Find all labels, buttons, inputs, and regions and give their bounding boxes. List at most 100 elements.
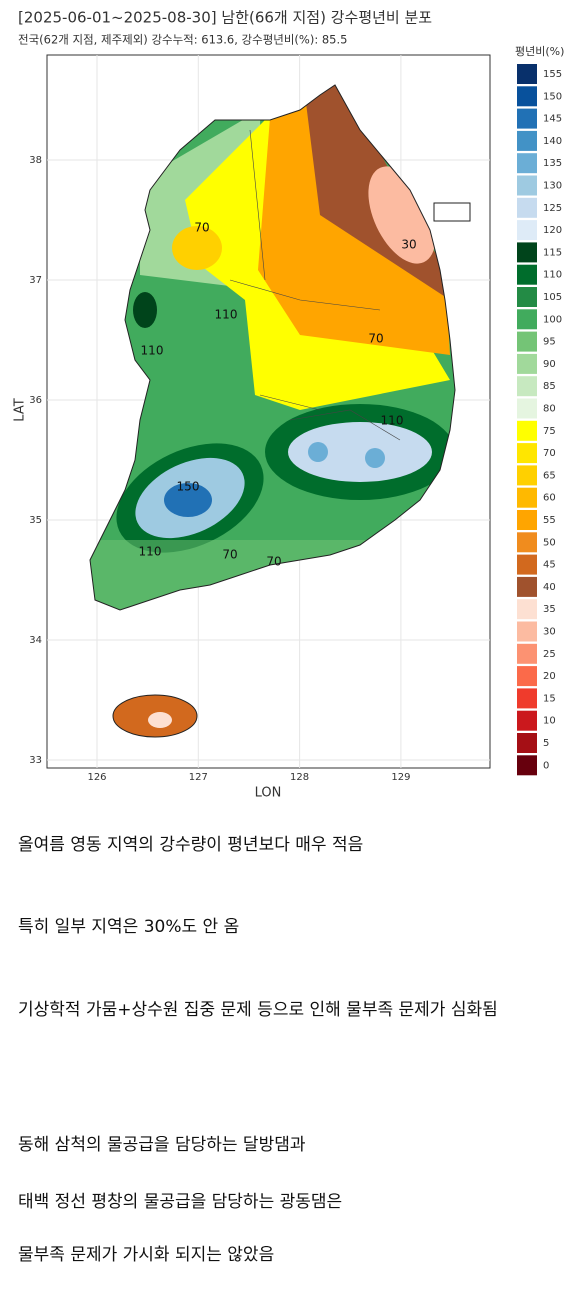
legend-swatch bbox=[517, 130, 537, 151]
legend-label: 145 bbox=[543, 114, 562, 125]
legend-swatch bbox=[517, 242, 537, 263]
x-tick-label: 126 bbox=[87, 772, 106, 783]
legend-label: 95 bbox=[543, 337, 556, 348]
legend-label: 15 bbox=[543, 693, 556, 704]
legend-swatch bbox=[517, 331, 537, 352]
y-tick-label: 35 bbox=[29, 515, 42, 526]
contour-label: 70 bbox=[368, 332, 383, 346]
legend-label: 60 bbox=[543, 493, 556, 504]
y-tick-label: 34 bbox=[29, 635, 42, 646]
contour-label: 30 bbox=[401, 238, 416, 252]
legend-swatch bbox=[517, 599, 537, 620]
legend-swatch bbox=[517, 576, 537, 597]
legend-label: 70 bbox=[543, 448, 556, 459]
post-paragraph: 물부족 문제가 가시화 되지는 않았음 bbox=[18, 1245, 275, 1265]
contour-label: 70 bbox=[266, 555, 281, 569]
legend-swatch bbox=[517, 398, 537, 419]
y-axis-label: LAT bbox=[13, 398, 28, 421]
legend-label: 45 bbox=[543, 560, 556, 571]
legend-label: 110 bbox=[543, 270, 562, 281]
legend-swatch bbox=[517, 264, 537, 285]
contour-label: 110 bbox=[141, 344, 164, 358]
legend-label: 40 bbox=[543, 582, 556, 593]
legend-swatch bbox=[517, 487, 537, 508]
x-tick-label: 127 bbox=[189, 772, 208, 783]
legend-label: 10 bbox=[543, 716, 556, 727]
legend-label: 155 bbox=[543, 69, 562, 80]
legend-title: 평년비(%) bbox=[515, 45, 564, 58]
legend-swatch bbox=[517, 532, 537, 553]
legend-label: 150 bbox=[543, 91, 562, 102]
post-paragraph: 태백 정선 평창의 물공급을 담당하는 광동댐은 bbox=[18, 1192, 343, 1212]
map-subtitle: 전국(62개 지점, 제주제외) 강수누적: 613.6, 강수평년비(%): … bbox=[18, 33, 347, 47]
contour-label: 70 bbox=[194, 221, 209, 235]
legend-label: 5 bbox=[543, 738, 549, 749]
legend-swatch bbox=[517, 688, 537, 709]
legend-label: 135 bbox=[543, 158, 562, 169]
y-tick-label: 36 bbox=[29, 395, 42, 406]
legend-swatch bbox=[517, 376, 537, 397]
legend-label: 105 bbox=[543, 292, 562, 303]
legend-swatch bbox=[517, 175, 537, 196]
legend-label: 65 bbox=[543, 470, 556, 481]
legend-label: 80 bbox=[543, 404, 556, 415]
y-tick-label: 37 bbox=[29, 275, 42, 286]
x-tick-label: 128 bbox=[290, 772, 309, 783]
legend-swatch bbox=[517, 465, 537, 486]
legend-label: 140 bbox=[543, 136, 562, 147]
legend-swatch bbox=[517, 621, 537, 642]
legend-label: 0 bbox=[543, 760, 549, 771]
contour-label: 110 bbox=[381, 414, 404, 428]
legend-label: 90 bbox=[543, 359, 556, 370]
legend-label: 55 bbox=[543, 515, 556, 526]
x-tick-label: 129 bbox=[391, 772, 410, 783]
map-title: [2025-06-01~2025-08-30] 남한(66개 지점) 강수평년비… bbox=[18, 9, 432, 27]
legend-label: 85 bbox=[543, 381, 556, 392]
jeju-center bbox=[148, 712, 172, 728]
legend-swatch bbox=[517, 353, 537, 374]
post-paragraph: 올여름 영동 지역의 강수량이 평년보다 매우 적음 bbox=[18, 835, 364, 855]
legend-label: 30 bbox=[543, 627, 556, 638]
dokdo-inset bbox=[433, 202, 471, 222]
legend-swatch bbox=[517, 733, 537, 753]
legend-swatch bbox=[517, 420, 537, 441]
post-paragraph: 특히 일부 지역은 30%도 안 옴 bbox=[18, 917, 240, 937]
province-border bbox=[229, 129, 401, 441]
post-paragraph: 동해 삼척의 물공급을 담당하는 달방댐과 bbox=[18, 1135, 306, 1155]
post-paragraph: 기상학적 가뭄+상수원 집중 문제 등으로 인해 물부족 문제가 심화됨 bbox=[18, 1000, 498, 1020]
contour-label: 70 bbox=[222, 548, 237, 562]
legend-label: 130 bbox=[543, 181, 562, 192]
legend-label: 50 bbox=[543, 537, 556, 548]
map-figure: 126 127 128 129 33 34 35 36 37 38 [2025-06-01~202… bbox=[13, 9, 565, 801]
legend-label: 25 bbox=[543, 649, 556, 660]
legend-label: 100 bbox=[543, 314, 562, 325]
legend-swatch bbox=[517, 309, 537, 330]
legend-label: 125 bbox=[543, 203, 562, 214]
contour-label: 110 bbox=[215, 308, 238, 322]
contour-label: 150 bbox=[177, 480, 200, 494]
legend-swatch bbox=[517, 220, 537, 241]
y-tick-label: 38 bbox=[29, 155, 42, 166]
legend-label: 75 bbox=[543, 426, 556, 437]
legend-swatch bbox=[517, 666, 537, 687]
legend-swatch bbox=[517, 153, 537, 174]
legend-label: 115 bbox=[543, 247, 562, 258]
legend-swatch bbox=[517, 755, 537, 776]
legend-label: 120 bbox=[543, 225, 562, 236]
legend-swatch bbox=[517, 443, 537, 464]
legend-swatch bbox=[517, 287, 537, 307]
coastline bbox=[89, 84, 456, 611]
legend-swatch bbox=[517, 643, 537, 664]
legend-swatch bbox=[517, 108, 537, 129]
y-tick-label: 33 bbox=[29, 755, 42, 766]
legend-swatch bbox=[517, 64, 537, 84]
legend-swatch bbox=[517, 86, 537, 107]
legend-label: 20 bbox=[543, 671, 556, 682]
legend-swatch bbox=[517, 510, 537, 530]
x-axis-label: LON bbox=[255, 786, 282, 801]
legend-swatch bbox=[517, 710, 537, 731]
legend-swatch bbox=[517, 554, 537, 575]
contour-label: 110 bbox=[139, 545, 162, 559]
legend-label: 35 bbox=[543, 604, 556, 615]
